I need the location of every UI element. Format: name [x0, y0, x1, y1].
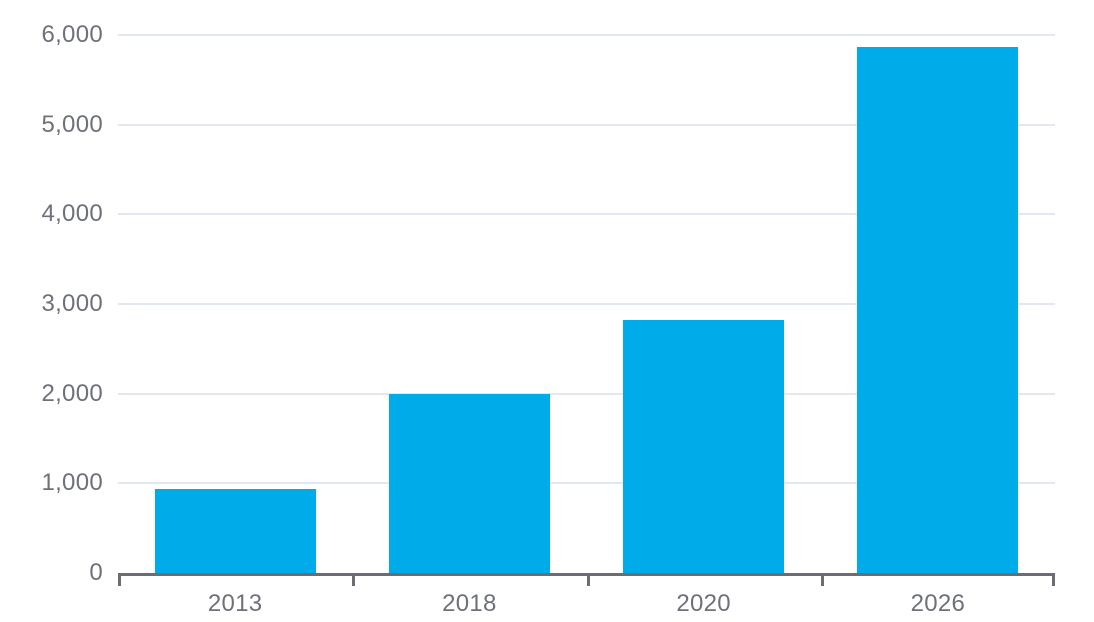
- x-axis-tick: [1052, 573, 1055, 586]
- gridline-3000: [118, 303, 1055, 305]
- y-tick-label: 0: [89, 559, 103, 586]
- x-axis-tick: [586, 573, 590, 586]
- x-tick-label: 2013: [207, 590, 263, 617]
- y-tick-label: 2,000: [41, 379, 103, 407]
- y-tick-label: 6,000: [41, 21, 103, 48]
- y-tick-label: 4,000: [41, 200, 103, 228]
- bar-2026: [857, 46, 1019, 573]
- x-tick-label: 2020: [676, 590, 731, 617]
- bar-2020: [623, 320, 785, 573]
- y-tick-label: 5,000: [41, 110, 103, 138]
- bar-2018: [388, 393, 550, 573]
- gridline-6000: [118, 34, 1055, 36]
- gridline-1000: [118, 482, 1055, 485]
- x-axis-tick: [118, 573, 121, 586]
- gridline-4000: [118, 213, 1055, 216]
- bar-2013: [154, 488, 316, 573]
- y-tick-label: 3,000: [41, 290, 103, 317]
- gridline-2000: [118, 392, 1055, 395]
- x-tick-label: 2018: [442, 590, 497, 617]
- x-axis-tick: [820, 573, 824, 586]
- y-tick-label: 1,000: [41, 469, 103, 497]
- x-tick-label: 2026: [910, 590, 966, 617]
- gridline-5000: [118, 123, 1055, 126]
- x-axis-tick: [352, 573, 356, 586]
